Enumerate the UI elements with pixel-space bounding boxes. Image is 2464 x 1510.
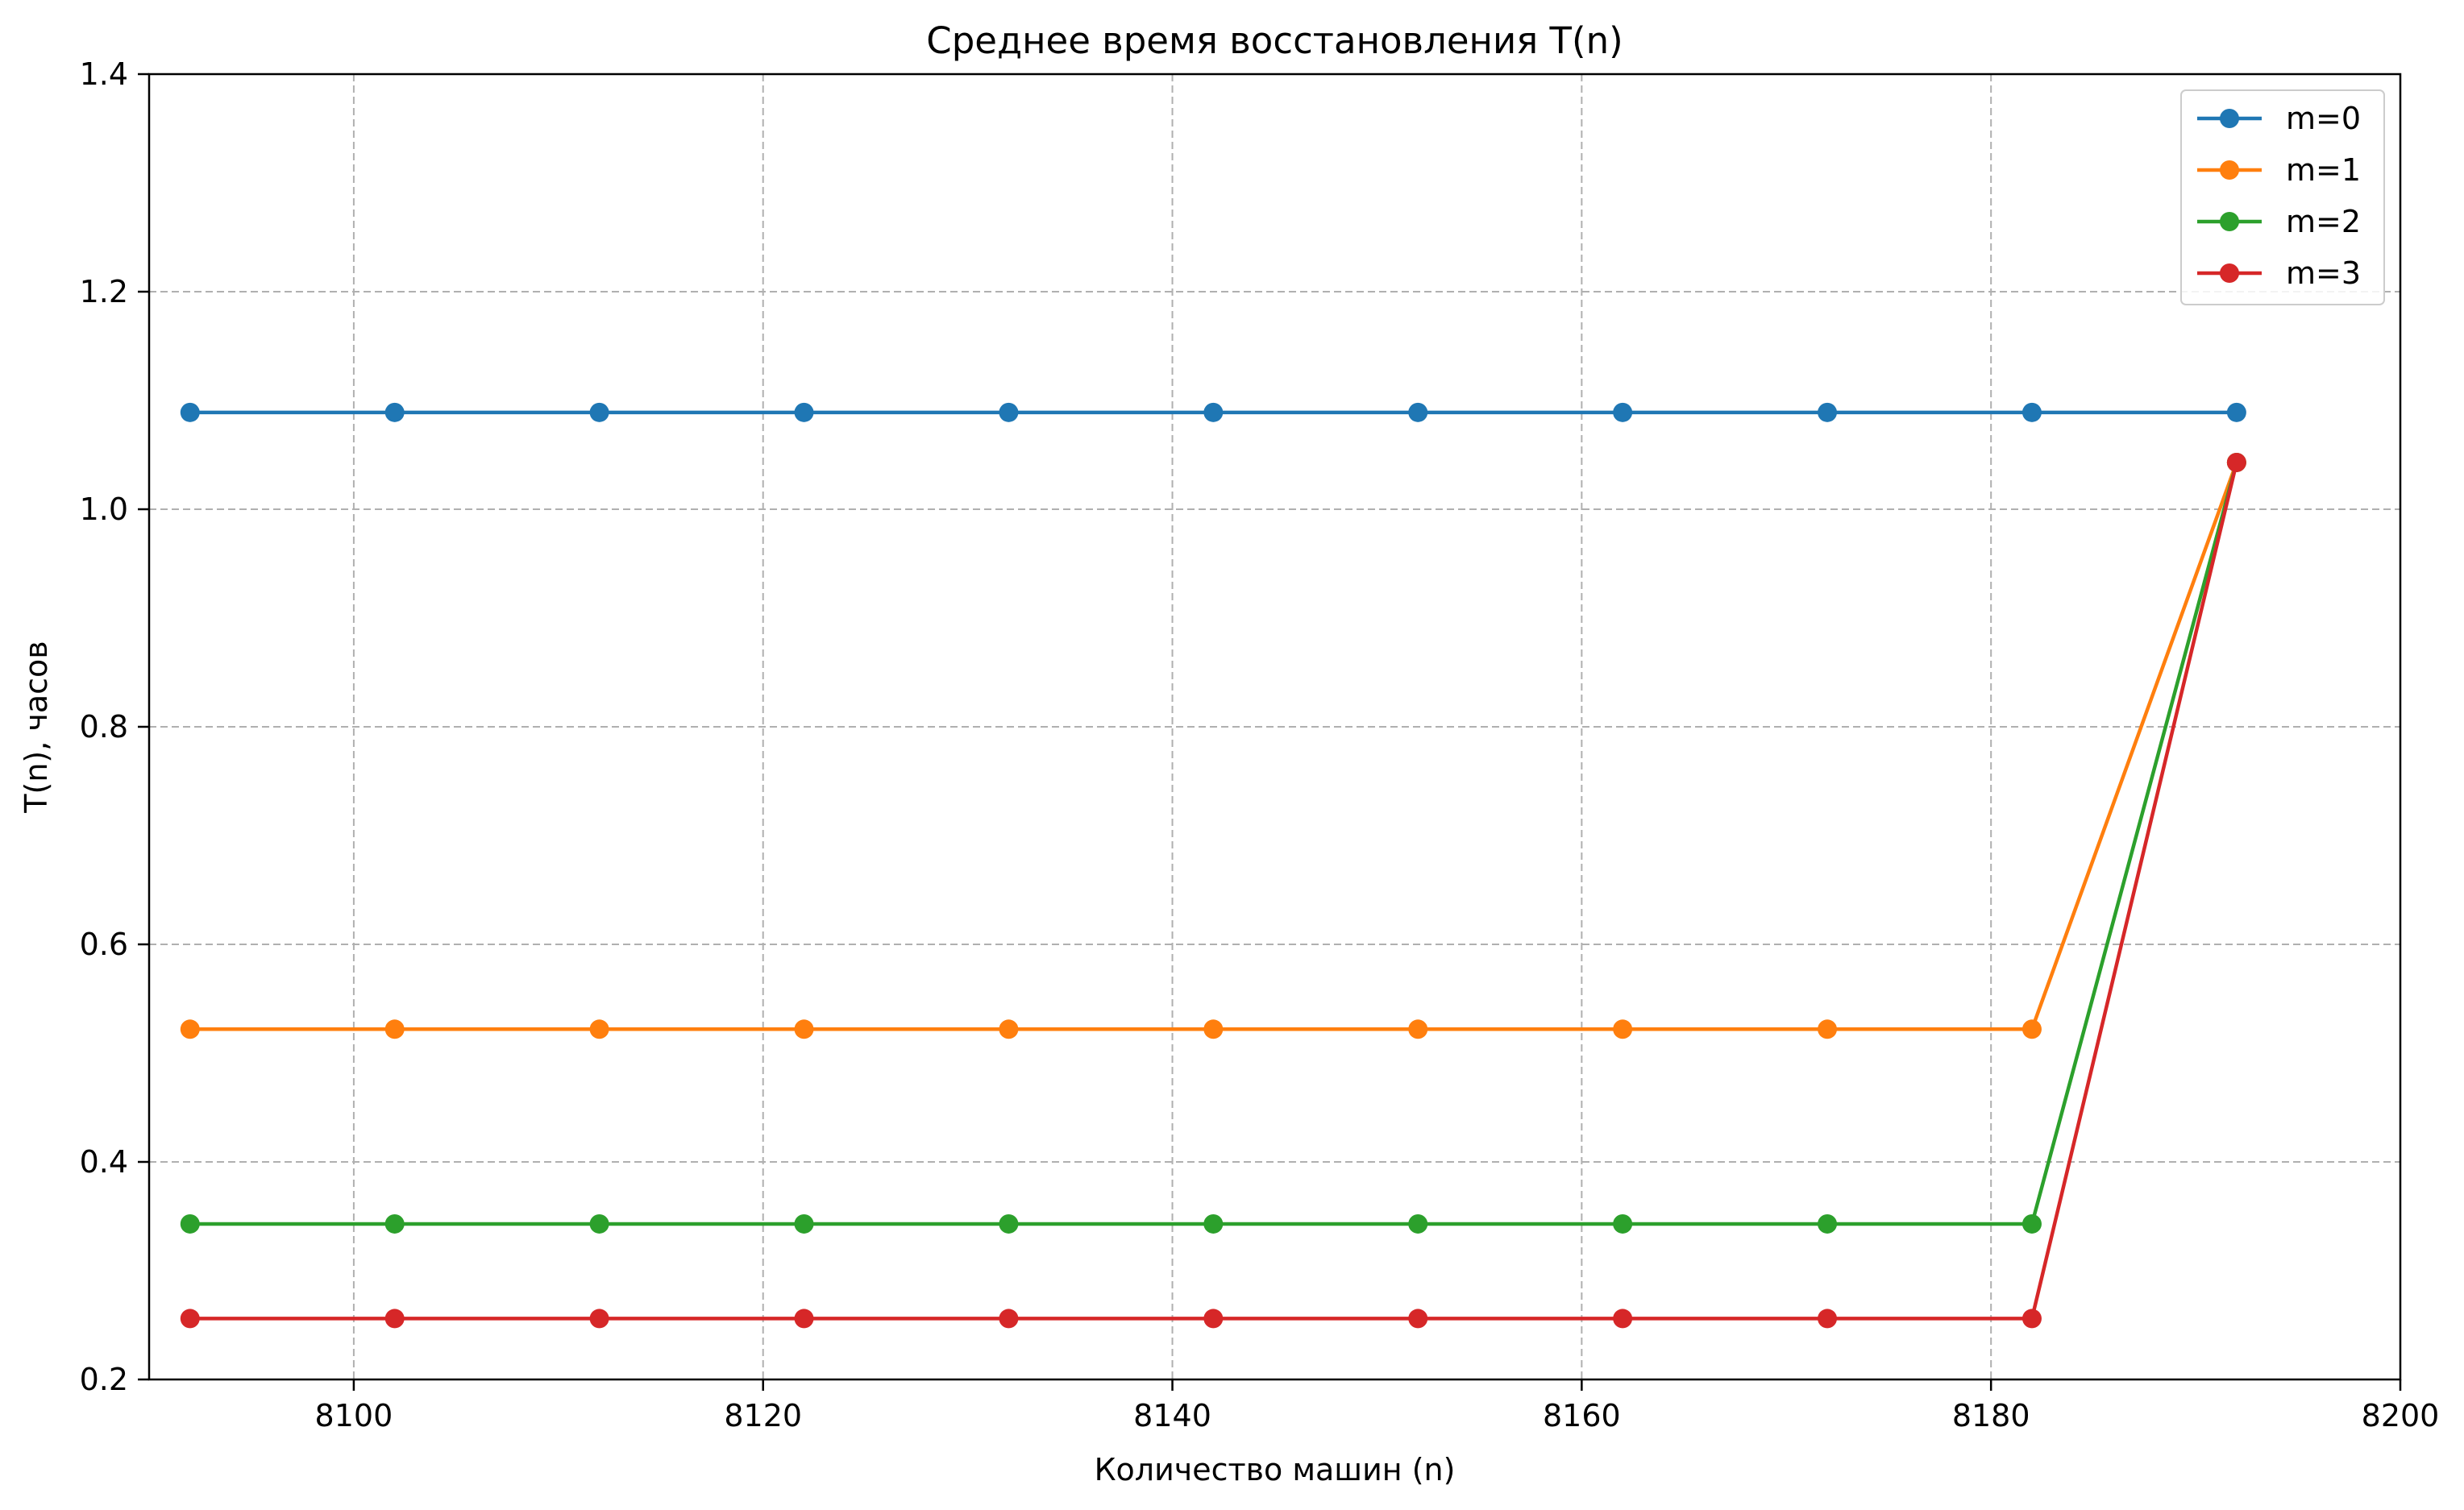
x-axis-label: Количество машин (n) bbox=[1095, 1452, 1456, 1487]
data-point bbox=[794, 1213, 814, 1234]
data-point bbox=[1203, 1213, 1224, 1234]
y-tick-label: 0.2 bbox=[80, 1362, 128, 1397]
data-point bbox=[2021, 402, 2042, 422]
legend-label: m=0 bbox=[2286, 101, 2361, 136]
y-tick-label: 1.4 bbox=[80, 56, 128, 92]
ticks: 8100 8120 8140 8160 8180 8200 0.2 0.4 0.6 0.8 1.0 1… bbox=[80, 56, 2440, 1433]
data-point bbox=[180, 402, 200, 422]
x-tick-label: 8140 bbox=[1133, 1398, 1211, 1433]
data-point bbox=[1818, 1213, 1838, 1234]
x-tick-label: 8120 bbox=[724, 1398, 802, 1433]
series-3 bbox=[180, 452, 2246, 1329]
data-point bbox=[589, 1213, 609, 1234]
data-point bbox=[999, 1019, 1019, 1039]
data-point bbox=[1408, 1019, 1428, 1039]
data-point bbox=[180, 1019, 200, 1039]
data-point bbox=[1613, 402, 1633, 422]
data-point bbox=[1818, 402, 1838, 422]
y-tick-label: 0.4 bbox=[80, 1144, 128, 1180]
data-point bbox=[794, 1309, 814, 1329]
data-point bbox=[794, 402, 814, 422]
data-point bbox=[384, 1019, 405, 1039]
data-point bbox=[1203, 402, 1224, 422]
data-point bbox=[1613, 1309, 1633, 1329]
y-tick-label: 1.0 bbox=[80, 492, 128, 527]
legend-item: m=1 bbox=[2197, 152, 2361, 188]
data-point bbox=[589, 402, 609, 422]
legend-label: m=2 bbox=[2286, 204, 2361, 239]
legend: m=0 m=1 m=2 m=3 bbox=[2180, 89, 2385, 305]
data-point bbox=[1818, 1019, 1838, 1039]
data-point bbox=[1203, 1309, 1224, 1329]
chart-title: Среднее время восстановления T(n) bbox=[926, 19, 1623, 62]
data-point bbox=[384, 1213, 405, 1234]
x-tick-label: 8200 bbox=[2362, 1398, 2440, 1433]
data-point bbox=[1203, 1019, 1224, 1039]
series-2 bbox=[180, 452, 2246, 1234]
legend-box bbox=[2180, 89, 2385, 305]
legend-label: m=1 bbox=[2286, 152, 2361, 188]
series-0 bbox=[180, 402, 2246, 422]
legend-item: m=2 bbox=[2197, 204, 2361, 239]
data-point bbox=[180, 1309, 200, 1329]
data-point bbox=[589, 1309, 609, 1329]
legend-marker bbox=[2220, 212, 2239, 231]
data-point bbox=[999, 1213, 1019, 1234]
data-point bbox=[1408, 402, 1428, 422]
x-tick-label: 8160 bbox=[1543, 1398, 1621, 1433]
data-point bbox=[2226, 452, 2246, 472]
data-point bbox=[2021, 1309, 2042, 1329]
y-axis-label: T(n), часов bbox=[19, 641, 54, 813]
legend-marker bbox=[2220, 109, 2239, 128]
x-tick-label: 8180 bbox=[1952, 1398, 2030, 1433]
data-point bbox=[2226, 402, 2246, 422]
data-point bbox=[2021, 1019, 2042, 1039]
data-point bbox=[1818, 1309, 1838, 1329]
x-tick-label: 8100 bbox=[315, 1398, 393, 1433]
legend-item: m=3 bbox=[2197, 255, 2361, 291]
y-tick-label: 0.6 bbox=[80, 927, 128, 962]
data-point bbox=[180, 1213, 200, 1234]
legend-marker bbox=[2220, 160, 2239, 180]
series-layer bbox=[180, 402, 2246, 1329]
data-point bbox=[1408, 1213, 1428, 1234]
y-tick-label: 0.8 bbox=[80, 709, 128, 745]
legend-label: m=3 bbox=[2286, 255, 2361, 291]
data-point bbox=[2021, 1213, 2042, 1234]
data-point bbox=[384, 402, 405, 422]
data-point bbox=[999, 402, 1019, 422]
legend-marker bbox=[2220, 263, 2239, 283]
data-point bbox=[794, 1019, 814, 1039]
data-point bbox=[1408, 1309, 1428, 1329]
y-tick-label: 1.2 bbox=[80, 274, 128, 309]
data-point bbox=[1613, 1213, 1633, 1234]
data-point bbox=[384, 1309, 405, 1329]
data-point bbox=[1613, 1019, 1633, 1039]
legend-item: m=0 bbox=[2197, 101, 2361, 136]
data-point bbox=[999, 1309, 1019, 1329]
data-point bbox=[589, 1019, 609, 1039]
